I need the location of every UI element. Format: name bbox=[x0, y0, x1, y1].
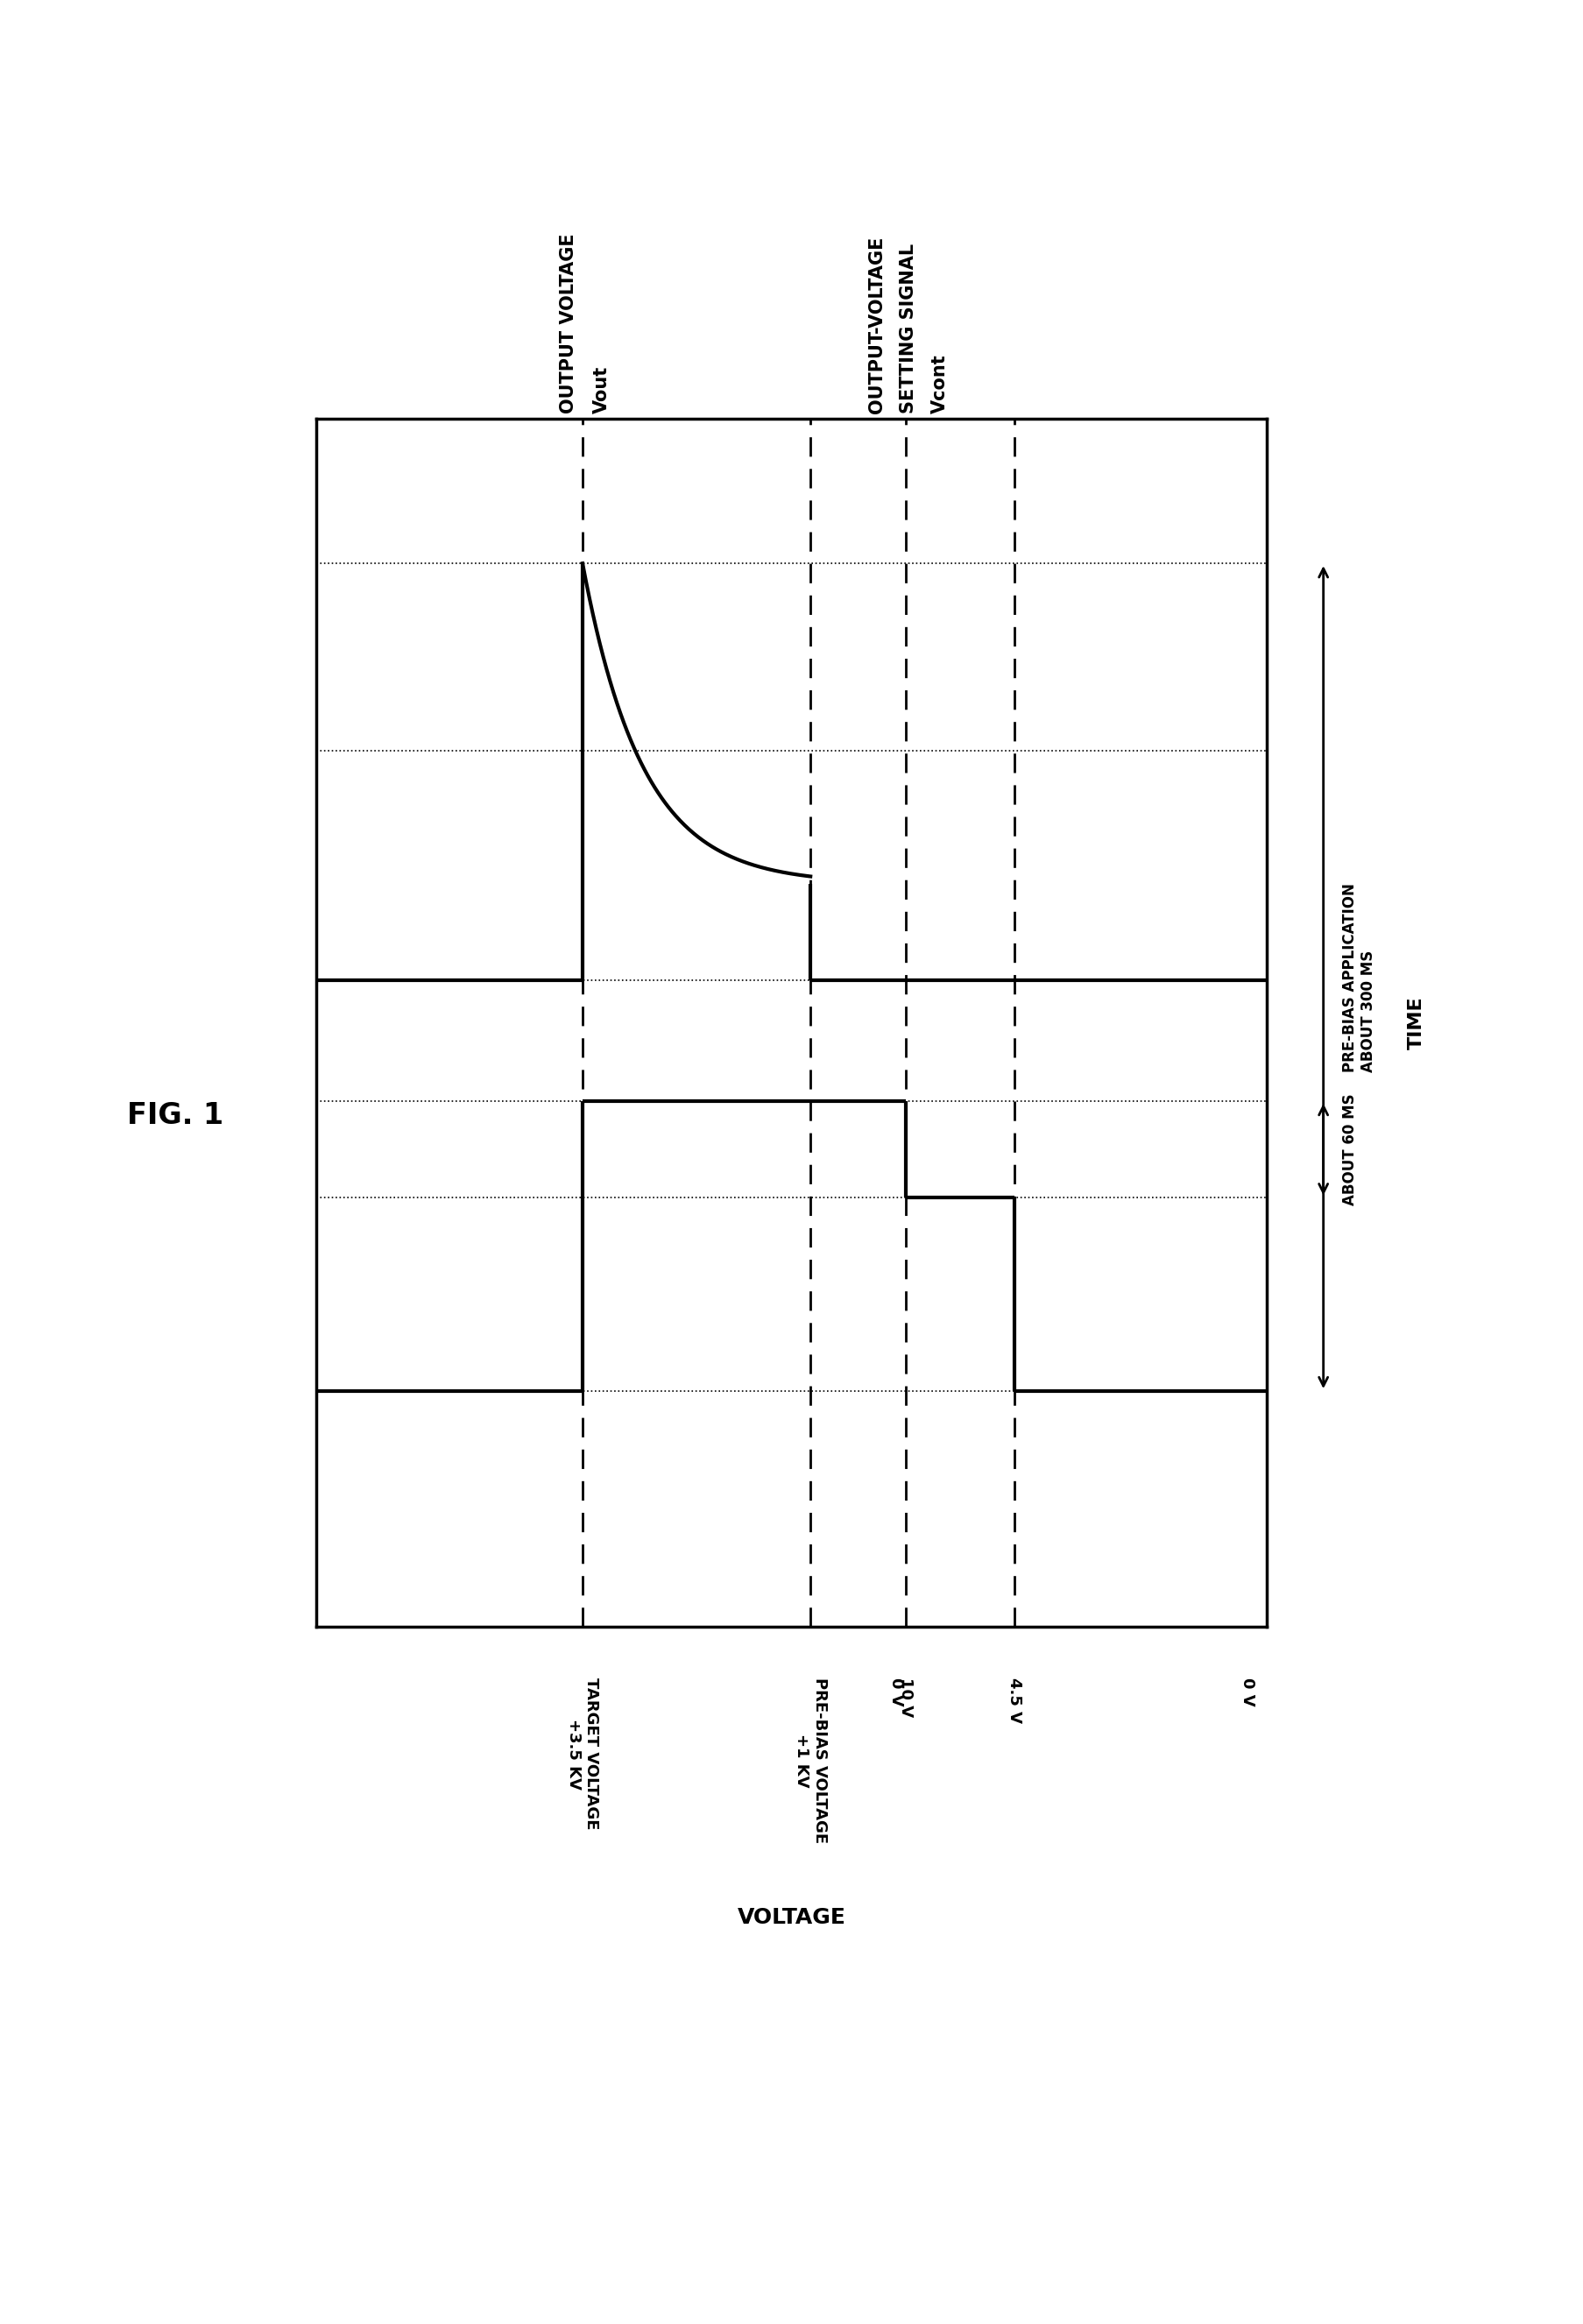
Text: 4.5 V: 4.5 V bbox=[1007, 1678, 1023, 1724]
Text: PRE-BIAS VOLTAGE
+1 KV: PRE-BIAS VOLTAGE +1 KV bbox=[793, 1678, 828, 1843]
Text: SETTING SIGNAL: SETTING SIGNAL bbox=[899, 244, 918, 414]
Text: OUTPUT-VOLTAGE: OUTPUT-VOLTAGE bbox=[867, 237, 886, 414]
Text: 10 V: 10 V bbox=[898, 1678, 913, 1717]
Text: PRE-BIAS APPLICATION
ABOUT 300 MS: PRE-BIAS APPLICATION ABOUT 300 MS bbox=[1342, 883, 1376, 1071]
Text: Vout: Vout bbox=[592, 367, 611, 414]
Text: 0 V: 0 V bbox=[1239, 1678, 1255, 1706]
Text: ABOUT 60 MS: ABOUT 60 MS bbox=[1342, 1095, 1358, 1206]
Text: TIME: TIME bbox=[1407, 997, 1426, 1048]
Text: TARGET VOLTAGE
+3.5 KV: TARGET VOLTAGE +3.5 KV bbox=[565, 1678, 600, 1829]
Text: FIG. 1: FIG. 1 bbox=[127, 1102, 223, 1129]
Text: Vcont: Vcont bbox=[931, 353, 950, 414]
Text: VOLTAGE: VOLTAGE bbox=[738, 1906, 845, 1929]
Text: OUTPUT VOLTAGE: OUTPUT VOLTAGE bbox=[559, 232, 578, 414]
Text: 0 V: 0 V bbox=[888, 1678, 904, 1706]
